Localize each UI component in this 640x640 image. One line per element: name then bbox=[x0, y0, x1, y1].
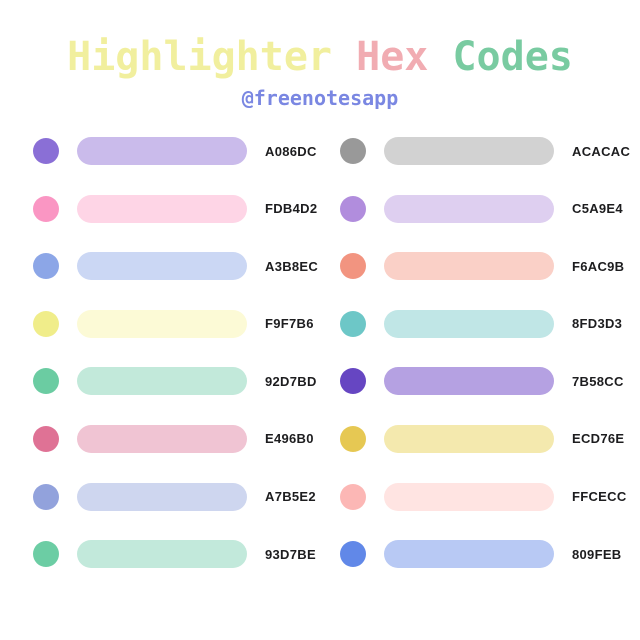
swatch-dot bbox=[33, 253, 59, 280]
hex-code-label: F9F7B6 bbox=[265, 316, 314, 332]
swatch-row: A7B5E2 bbox=[33, 482, 317, 511]
swatch-row: ACACAC bbox=[340, 137, 631, 165]
hex-code-label: A086DC bbox=[265, 143, 317, 159]
hex-code-label: 809FEB bbox=[572, 546, 622, 562]
swatch-dot bbox=[33, 425, 59, 452]
hex-code-label: A7B5E2 bbox=[265, 489, 316, 505]
swatch-dot bbox=[340, 425, 366, 452]
swatch-row: ECD76E bbox=[340, 424, 625, 453]
swatch-row: A3B8EC bbox=[33, 252, 319, 281]
hex-code-label: FFCECC bbox=[572, 489, 627, 505]
page-title: Highlighter Hex Codes bbox=[0, 35, 640, 79]
swatch-dot bbox=[340, 483, 366, 510]
swatch-dot bbox=[340, 195, 366, 222]
highlight-bar bbox=[77, 424, 247, 453]
swatch-row: 8FD3D3 bbox=[340, 309, 624, 338]
swatch-row: 809FEB bbox=[340, 540, 624, 569]
swatch-row: C5A9E4 bbox=[340, 194, 624, 223]
hex-code-label: 93D7BE bbox=[265, 546, 316, 562]
swatch-dot bbox=[33, 310, 59, 337]
swatch-row: 7B58CC bbox=[340, 367, 624, 396]
swatch-row: F9F7B6 bbox=[33, 309, 317, 338]
highlight-bar bbox=[77, 482, 247, 511]
swatch-column-left: A086DC FDB4D2 A3B8EC F9F7B6 92D7BD E496B… bbox=[33, 137, 319, 569]
highlight-bar bbox=[384, 540, 554, 569]
hex-code-label: A3B8EC bbox=[265, 258, 319, 274]
swatch-dot bbox=[340, 138, 366, 164]
hex-code-label: E496B0 bbox=[265, 431, 314, 447]
swatch-row: E496B0 bbox=[33, 424, 317, 453]
highlight-bar bbox=[384, 194, 554, 223]
swatch-row: FFCECC bbox=[340, 482, 627, 511]
highlight-bar bbox=[384, 482, 554, 511]
highlight-bar bbox=[77, 194, 247, 223]
swatch-dot bbox=[33, 483, 59, 510]
highlight-bar bbox=[384, 137, 554, 165]
swatch-dot bbox=[33, 138, 59, 164]
hex-code-label: 7B58CC bbox=[572, 373, 624, 389]
highlight-bar bbox=[77, 309, 247, 338]
swatch-row: FDB4D2 bbox=[33, 194, 318, 223]
hex-code-label: ECD76E bbox=[572, 431, 625, 447]
swatch-dot bbox=[340, 253, 366, 280]
swatch-row: 93D7BE bbox=[33, 540, 317, 569]
title-word-codes: Codes bbox=[452, 34, 573, 80]
highlight-bar bbox=[77, 252, 247, 281]
swatch-dot bbox=[340, 310, 366, 337]
swatch-dot bbox=[33, 368, 59, 395]
swatch-grid: A086DC FDB4D2 A3B8EC F9F7B6 92D7BD E496B… bbox=[33, 137, 631, 569]
swatch-row: 92D7BD bbox=[33, 367, 317, 396]
hex-code-label: 8FD3D3 bbox=[572, 316, 623, 332]
hex-code-label: ACACAC bbox=[572, 143, 631, 159]
highlight-bar bbox=[384, 252, 554, 281]
swatch-dot bbox=[33, 195, 59, 222]
hex-code-label: F6AC9B bbox=[572, 258, 625, 274]
highlight-bar bbox=[384, 424, 554, 453]
highlight-bar bbox=[384, 309, 554, 338]
header: Highlighter Hex Codes @freenotesapp bbox=[0, 35, 640, 111]
swatch-row: A086DC bbox=[33, 137, 317, 165]
hex-code-label: C5A9E4 bbox=[572, 201, 623, 217]
hex-code-label: FDB4D2 bbox=[265, 201, 318, 217]
swatch-row: F6AC9B bbox=[340, 252, 625, 281]
swatch-dot bbox=[340, 368, 366, 395]
swatch-dot bbox=[33, 541, 59, 568]
highlight-bar bbox=[77, 367, 247, 396]
hex-code-label: 92D7BD bbox=[265, 373, 317, 389]
swatch-column-right: ACACAC C5A9E4 F6AC9B 8FD3D3 7B58CC ECD76… bbox=[340, 137, 631, 569]
credit-handle: @freenotesapp bbox=[241, 86, 399, 110]
highlight-bar bbox=[77, 137, 247, 165]
swatch-dot bbox=[340, 541, 366, 568]
title-word-hex: Hex bbox=[356, 34, 429, 80]
highlight-bar bbox=[384, 367, 554, 396]
title-word-highlighter: Highlighter bbox=[67, 34, 333, 80]
highlight-bar bbox=[77, 540, 247, 569]
